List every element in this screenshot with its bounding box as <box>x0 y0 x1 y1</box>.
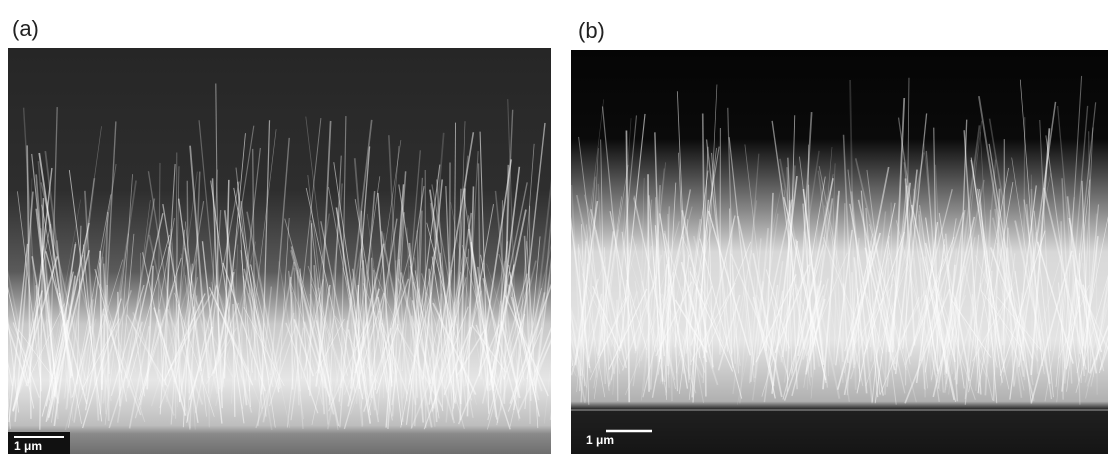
figure: (a) (b) 1 μm 1 μm <box>0 0 1110 454</box>
nanowire <box>551 304 568 420</box>
nanowire <box>552 183 573 366</box>
scale-bar-label: 1 μm <box>586 433 614 447</box>
panel-label: (b) <box>578 18 605 43</box>
nanowire <box>241 322 242 377</box>
scale-bar-label: 1 μm <box>14 439 42 453</box>
nanowire <box>648 174 649 391</box>
nanowire <box>530 206 531 424</box>
panel-label: (a) <box>12 16 39 41</box>
